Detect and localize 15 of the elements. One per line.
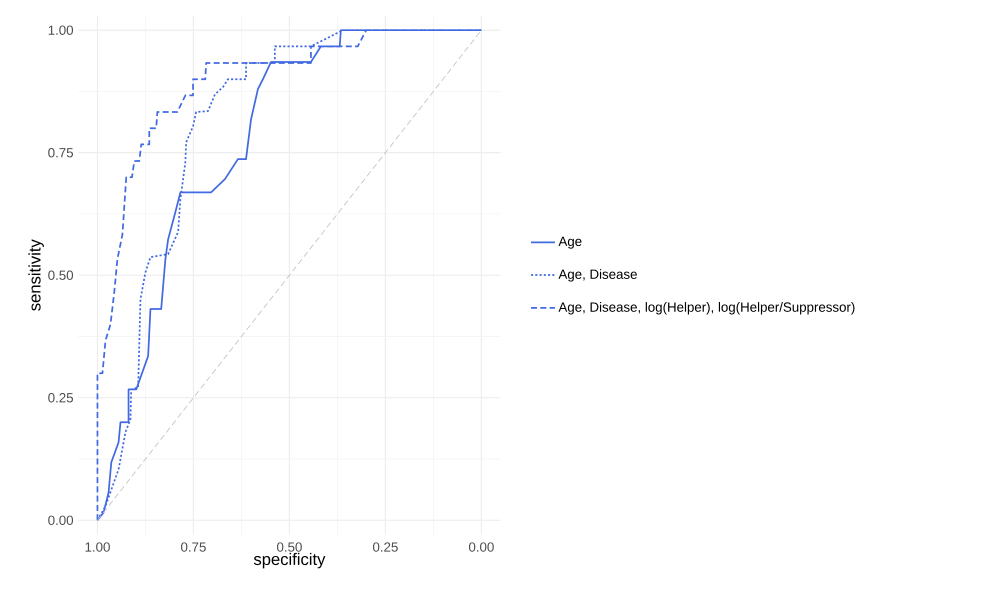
x-tick-label: 0.50 [277,542,302,552]
legend-label: Age, Disease, log(Helper), log(Helper/Suppressor) [558,302,854,314]
y-axis-title: sensitivity [28,239,44,311]
legend-label: Age [558,236,582,249]
y-tick-label: 0.50 [48,270,74,280]
y-tick-label: 0.00 [48,516,74,525]
x-tick-label: 1.00 [86,542,110,552]
y-tick-label: 0.75 [48,148,74,158]
x-axis-title: specificity [254,552,326,568]
y-tick-label: 0.25 [48,393,74,402]
x-tick-label: 0.00 [468,542,494,552]
y-tick-label: 1.00 [48,25,74,35]
x-tick-label: 0.25 [372,542,398,552]
x-tick-label: 0.75 [181,542,206,552]
legend-label: Age, Disease [558,269,637,282]
